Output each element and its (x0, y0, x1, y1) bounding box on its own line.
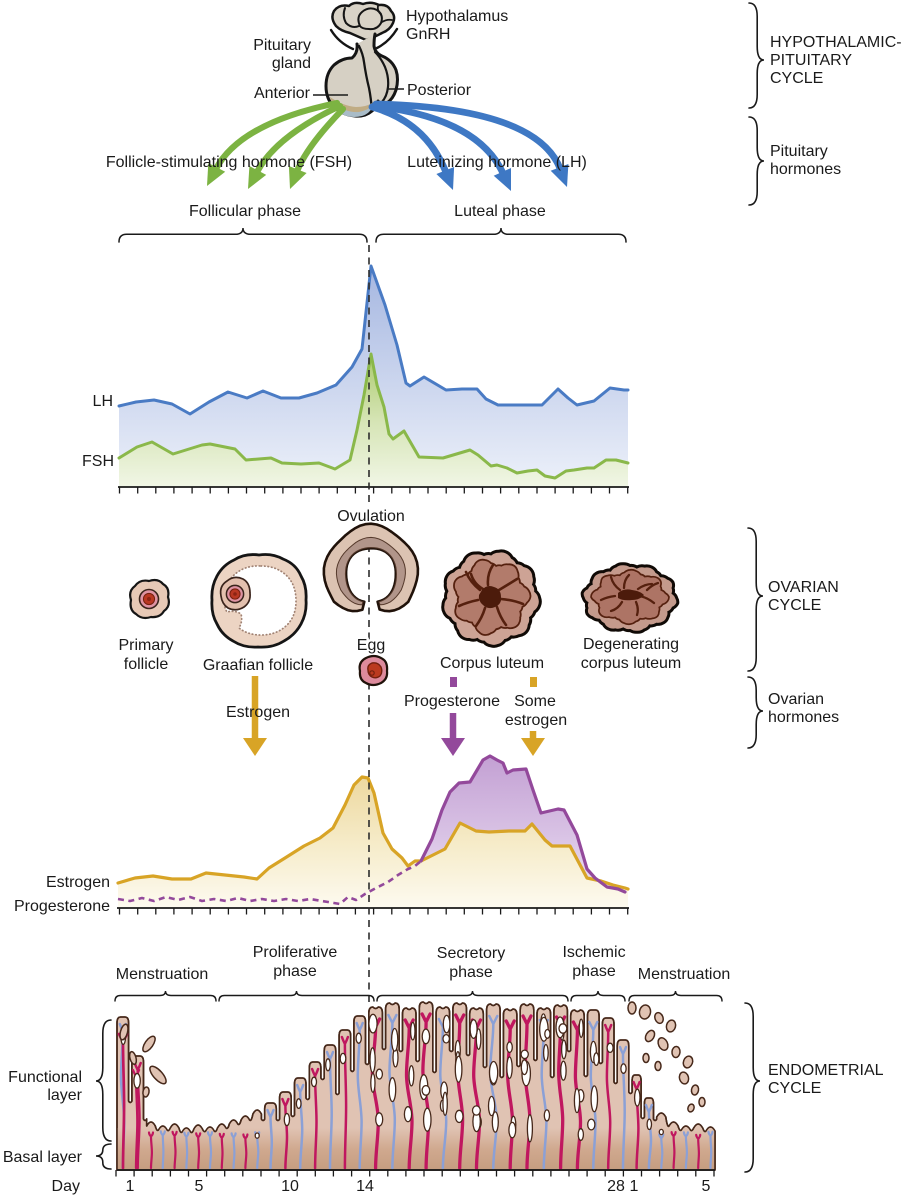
svg-text:Primary: Primary (118, 637, 173, 654)
svg-text:Ovarian: Ovarian (768, 691, 824, 708)
svg-text:CYCLE: CYCLE (770, 70, 823, 87)
svg-text:HYPOTHALAMIC-: HYPOTHALAMIC- (770, 34, 902, 51)
svg-text:layer: layer (47, 1087, 82, 1104)
svg-text:Degenerating: Degenerating (583, 636, 679, 653)
svg-text:hormones: hormones (768, 709, 839, 726)
svg-text:estrogen: estrogen (505, 712, 567, 729)
svg-text:LH: LH (93, 393, 113, 410)
svg-text:Progesterone: Progesterone (14, 898, 110, 915)
svg-text:Menstruation: Menstruation (116, 966, 209, 983)
svg-text:Pituitary: Pituitary (253, 37, 311, 54)
svg-text:Posterior: Posterior (407, 82, 472, 99)
svg-text:gland: gland (272, 55, 311, 72)
svg-text:Progesterone: Progesterone (404, 693, 500, 710)
svg-text:PITUITARY: PITUITARY (770, 52, 852, 69)
svg-text:Menstruation: Menstruation (638, 966, 731, 983)
svg-text:phase: phase (572, 963, 616, 980)
svg-text:phase: phase (273, 963, 317, 980)
svg-text:corpus luteum: corpus luteum (581, 655, 682, 672)
svg-text:Follicle-stimulating hormone (: Follicle-stimulating hormone (FSH) (106, 154, 352, 171)
svg-text:10: 10 (281, 1178, 299, 1195)
svg-text:Ischemic: Ischemic (562, 944, 625, 961)
svg-text:Follicular phase: Follicular phase (189, 203, 301, 220)
svg-text:Secretory: Secretory (437, 945, 505, 962)
svg-text:Hypothalamus: Hypothalamus (406, 8, 508, 25)
svg-text:Luteinizing hormone (LH): Luteinizing hormone (LH) (407, 154, 587, 171)
svg-text:5: 5 (702, 1178, 711, 1195)
svg-text:1: 1 (630, 1178, 639, 1195)
svg-text:ENDOMETRIAL: ENDOMETRIAL (768, 1062, 884, 1079)
svg-text:Some: Some (514, 693, 556, 710)
svg-text:Estrogen: Estrogen (46, 874, 110, 891)
svg-text:Egg: Egg (357, 637, 385, 654)
svg-text:Anterior: Anterior (254, 85, 311, 102)
svg-text:Corpus luteum: Corpus luteum (440, 655, 544, 672)
svg-text:phase: phase (449, 964, 493, 981)
svg-text:GnRH: GnRH (406, 26, 450, 43)
svg-text:Luteal phase: Luteal phase (454, 203, 546, 220)
svg-text:Functional: Functional (8, 1069, 82, 1086)
svg-text:Ovulation: Ovulation (337, 508, 405, 525)
svg-text:14: 14 (356, 1178, 374, 1195)
svg-text:Graafian follicle: Graafian follicle (203, 657, 313, 674)
svg-text:Pituitary: Pituitary (770, 143, 828, 160)
svg-text:FSH: FSH (82, 453, 114, 470)
svg-text:OVARIAN: OVARIAN (768, 579, 839, 596)
svg-text:Estrogen: Estrogen (226, 704, 290, 721)
svg-text:5: 5 (195, 1178, 204, 1195)
svg-text:CYCLE: CYCLE (768, 1080, 821, 1097)
svg-text:Proliferative: Proliferative (253, 944, 338, 961)
svg-text:hormones: hormones (770, 161, 841, 178)
svg-text:Day: Day (52, 1178, 80, 1195)
svg-text:28: 28 (607, 1178, 625, 1195)
svg-text:follicle: follicle (124, 656, 169, 673)
svg-text:1: 1 (126, 1178, 135, 1195)
svg-text:CYCLE: CYCLE (768, 597, 821, 614)
svg-text:Basal layer: Basal layer (3, 1149, 83, 1166)
